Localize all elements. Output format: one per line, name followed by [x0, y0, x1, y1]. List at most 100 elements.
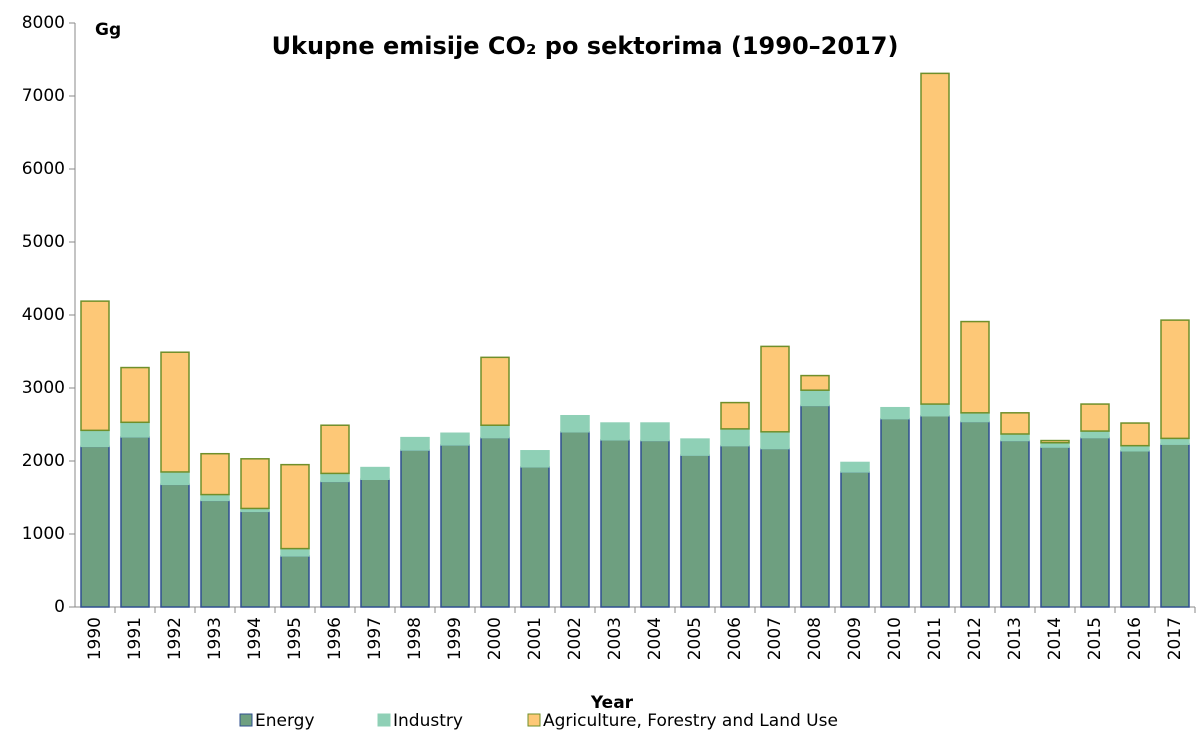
bar-segment — [360, 466, 390, 481]
bar-segment — [720, 428, 750, 447]
bar-segment — [1000, 412, 1030, 435]
bar-segment — [200, 493, 230, 502]
x-tick-label: 2017 — [1165, 617, 1185, 660]
x-tick-label: 2005 — [685, 617, 705, 660]
bar-segment — [640, 422, 670, 442]
bar-segment — [760, 431, 790, 450]
bar-segment — [80, 445, 110, 608]
x-tick-label: 1998 — [405, 617, 425, 660]
legend-swatch — [377, 713, 391, 727]
bar-segment — [280, 547, 310, 557]
bar-segment — [360, 478, 390, 608]
x-tick-label: 2008 — [805, 617, 825, 660]
bar-segment — [200, 499, 230, 608]
x-tick-label: 1994 — [245, 617, 265, 660]
bar-segment — [320, 480, 350, 608]
bar-segment — [440, 444, 470, 608]
x-axis-label: Year — [590, 693, 634, 713]
bar-segment — [120, 436, 150, 608]
x-tick-label: 1992 — [165, 617, 185, 660]
bar-segment — [640, 439, 670, 608]
y-tick-label: 6000 — [22, 159, 65, 179]
bar-segment — [160, 351, 190, 473]
bar-segment — [720, 444, 750, 608]
bar-segment — [960, 420, 990, 608]
legend-label: Industry — [393, 711, 463, 731]
bar-segment — [720, 401, 750, 430]
y-tick-label: 4000 — [22, 305, 65, 325]
y-tick-label: 0 — [54, 597, 65, 617]
x-tick-label: 1990 — [85, 617, 105, 660]
x-tick-label: 1996 — [325, 617, 345, 660]
x-tick-label: 1993 — [205, 617, 225, 660]
bar-segment — [1160, 443, 1190, 608]
bar-segment — [840, 471, 870, 608]
x-tick-label: 2000 — [485, 617, 505, 660]
bar-segment — [240, 458, 270, 510]
bar-segment — [520, 450, 550, 468]
bar-segment — [480, 356, 510, 426]
x-tick-label: 2003 — [605, 617, 625, 660]
x-tick-label: 2011 — [925, 617, 945, 660]
bar-segment — [280, 555, 310, 608]
bar-segment — [800, 404, 830, 608]
bar-segment — [600, 422, 630, 441]
x-tick-label: 2009 — [845, 617, 865, 660]
bar-segment — [600, 439, 630, 608]
y-axis-label: Gg — [95, 20, 121, 40]
x-tick-label: 1997 — [365, 617, 385, 660]
x-tick-label: 2014 — [1045, 617, 1065, 660]
bar-segment — [1120, 450, 1150, 608]
x-tick-label: 2001 — [525, 617, 545, 660]
bar-segment — [480, 424, 510, 439]
x-tick-label: 1995 — [285, 617, 305, 660]
bar-segment — [1160, 437, 1190, 445]
x-tick-label: 2006 — [725, 617, 745, 660]
bar-segment — [160, 483, 190, 608]
bar-segment — [1000, 433, 1030, 442]
x-tick-label: 2016 — [1125, 617, 1145, 660]
bar-segment — [400, 436, 430, 451]
y-tick-label: 2000 — [22, 451, 65, 471]
bar-segment — [1160, 319, 1190, 440]
bar-segment — [560, 414, 590, 433]
bar-segment — [200, 452, 230, 496]
x-tick-label: 2015 — [1085, 617, 1105, 660]
bar-segment — [400, 449, 430, 608]
bar-segment — [920, 414, 950, 608]
y-tick-label: 8000 — [22, 13, 65, 33]
y-tick-label: 7000 — [22, 86, 65, 106]
bar-segment — [1080, 403, 1110, 432]
x-tick-label: 1999 — [445, 617, 465, 660]
legend-swatch — [527, 713, 541, 727]
bar-segment — [920, 403, 950, 417]
bar-segment — [120, 366, 150, 424]
bar-segment — [800, 374, 830, 391]
x-tick-label: 2013 — [1005, 617, 1025, 660]
bar-segment — [760, 447, 790, 608]
bar-segment — [240, 510, 270, 608]
bar-segment — [760, 345, 790, 433]
bar-segment — [80, 300, 110, 432]
bar-segment — [1080, 430, 1110, 439]
bar-segment — [480, 436, 510, 608]
bar-segment — [120, 421, 150, 438]
x-tick-label: 1991 — [125, 617, 145, 660]
legend-label: Agriculture, Forestry and Land Use — [543, 711, 838, 731]
bar-segment — [320, 424, 350, 475]
x-tick-label: 2004 — [645, 617, 665, 660]
y-tick-label: 3000 — [22, 378, 65, 398]
bar-segment — [880, 406, 910, 420]
y-tick-label: 5000 — [22, 232, 65, 252]
bar-segment — [280, 463, 310, 550]
x-tick-label: 2002 — [565, 617, 585, 660]
bar-segment — [1040, 439, 1070, 444]
bar-segment — [680, 454, 710, 608]
bar-segment — [160, 471, 190, 486]
bar-segment — [920, 72, 950, 405]
bar-segment — [880, 417, 910, 608]
x-tick-label: 2007 — [765, 617, 785, 660]
bar-segment — [520, 466, 550, 608]
bar-segment — [80, 429, 110, 448]
bar-segment — [1040, 446, 1070, 608]
